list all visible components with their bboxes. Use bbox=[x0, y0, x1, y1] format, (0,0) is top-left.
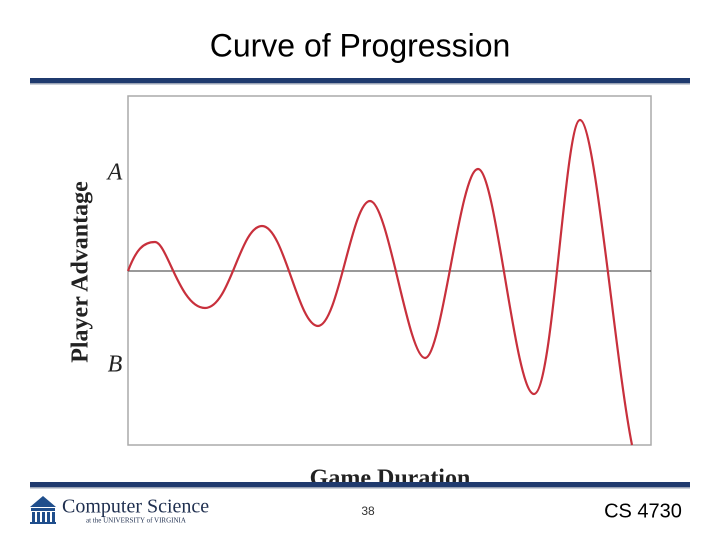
top-rule-shadow bbox=[30, 83, 690, 85]
course-label: CS 4730 bbox=[604, 500, 682, 522]
logo-icon bbox=[30, 496, 56, 524]
bottom-rule-shadow bbox=[30, 487, 690, 489]
bottom-rule bbox=[30, 482, 690, 487]
progression-curve bbox=[126, 118, 634, 446]
marker-b: B bbox=[108, 352, 123, 378]
page-number: 38 bbox=[361, 504, 375, 518]
top-rule bbox=[30, 78, 690, 83]
slide-title: Curve of Progression bbox=[210, 27, 511, 63]
logo-title: Computer Science bbox=[62, 496, 209, 518]
y-axis-label: Player Advantage bbox=[68, 181, 94, 363]
logo-subtitle: at the UNIVERSITY of VIRGINIA bbox=[86, 517, 186, 525]
marker-a: A bbox=[106, 160, 123, 186]
